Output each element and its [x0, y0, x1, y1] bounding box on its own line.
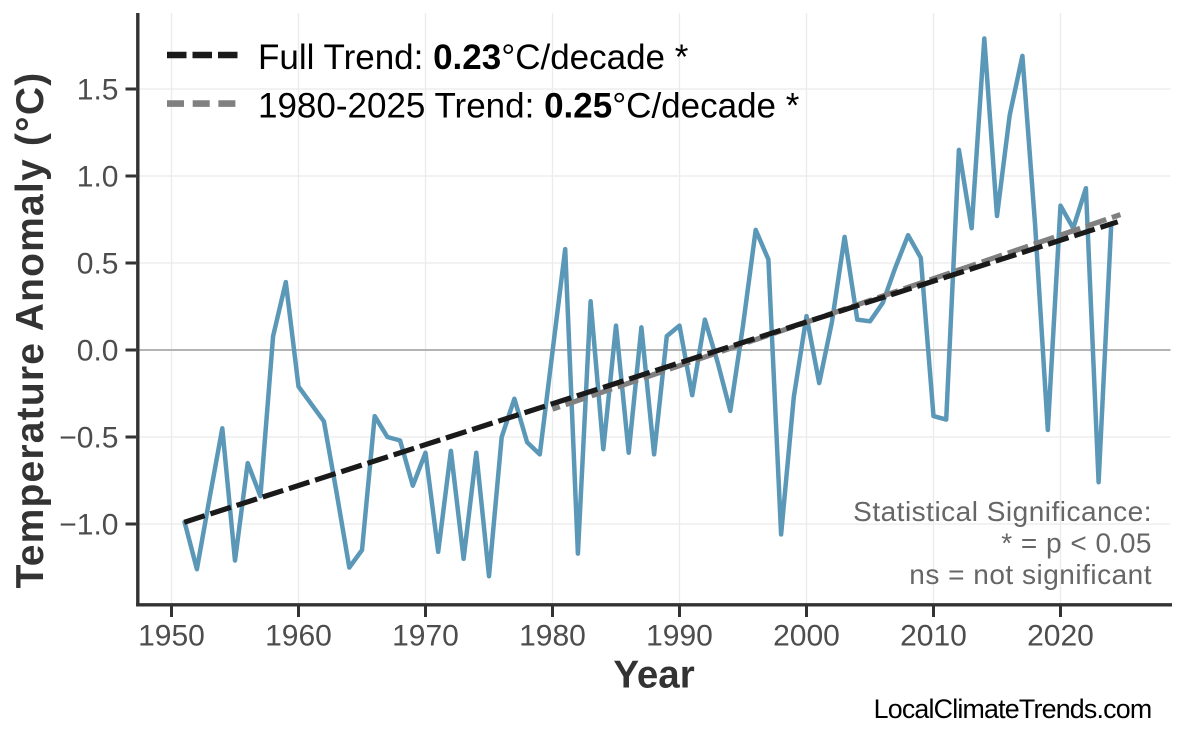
svg-text:1960: 1960 [265, 620, 332, 653]
svg-text:1970: 1970 [392, 620, 459, 653]
svg-text:2000: 2000 [773, 620, 840, 653]
svg-text:0.5: 0.5 [77, 248, 119, 281]
svg-text:Statistical Significance:: Statistical Significance: [853, 496, 1152, 527]
svg-text:−1.0: −1.0 [59, 509, 118, 542]
svg-text:* = p < 0.05: * = p < 0.05 [1001, 527, 1152, 558]
svg-text:1950: 1950 [138, 620, 205, 653]
svg-text:−0.5: −0.5 [59, 422, 118, 455]
svg-text:2010: 2010 [900, 620, 967, 653]
svg-text:Temperature Anomaly (°C): Temperature Anomaly (°C) [9, 72, 52, 589]
svg-text:1.0: 1.0 [77, 161, 119, 194]
svg-text:LocalClimateTrends.com: LocalClimateTrends.com [874, 694, 1152, 724]
svg-text:1990: 1990 [646, 620, 713, 653]
svg-text:Year: Year [613, 654, 694, 697]
svg-text:1980: 1980 [519, 620, 586, 653]
svg-text:ns = not significant: ns = not significant [909, 559, 1152, 590]
svg-text:1980-2025 Trend: 0.25°C/decade: 1980-2025 Trend: 0.25°C/decade * [258, 86, 800, 125]
svg-text:1.5: 1.5 [77, 74, 119, 107]
svg-text:Full Trend: 0.23°C/decade *: Full Trend: 0.23°C/decade * [258, 38, 689, 77]
svg-text:0.0: 0.0 [77, 335, 119, 368]
svg-text:2020: 2020 [1027, 620, 1094, 653]
